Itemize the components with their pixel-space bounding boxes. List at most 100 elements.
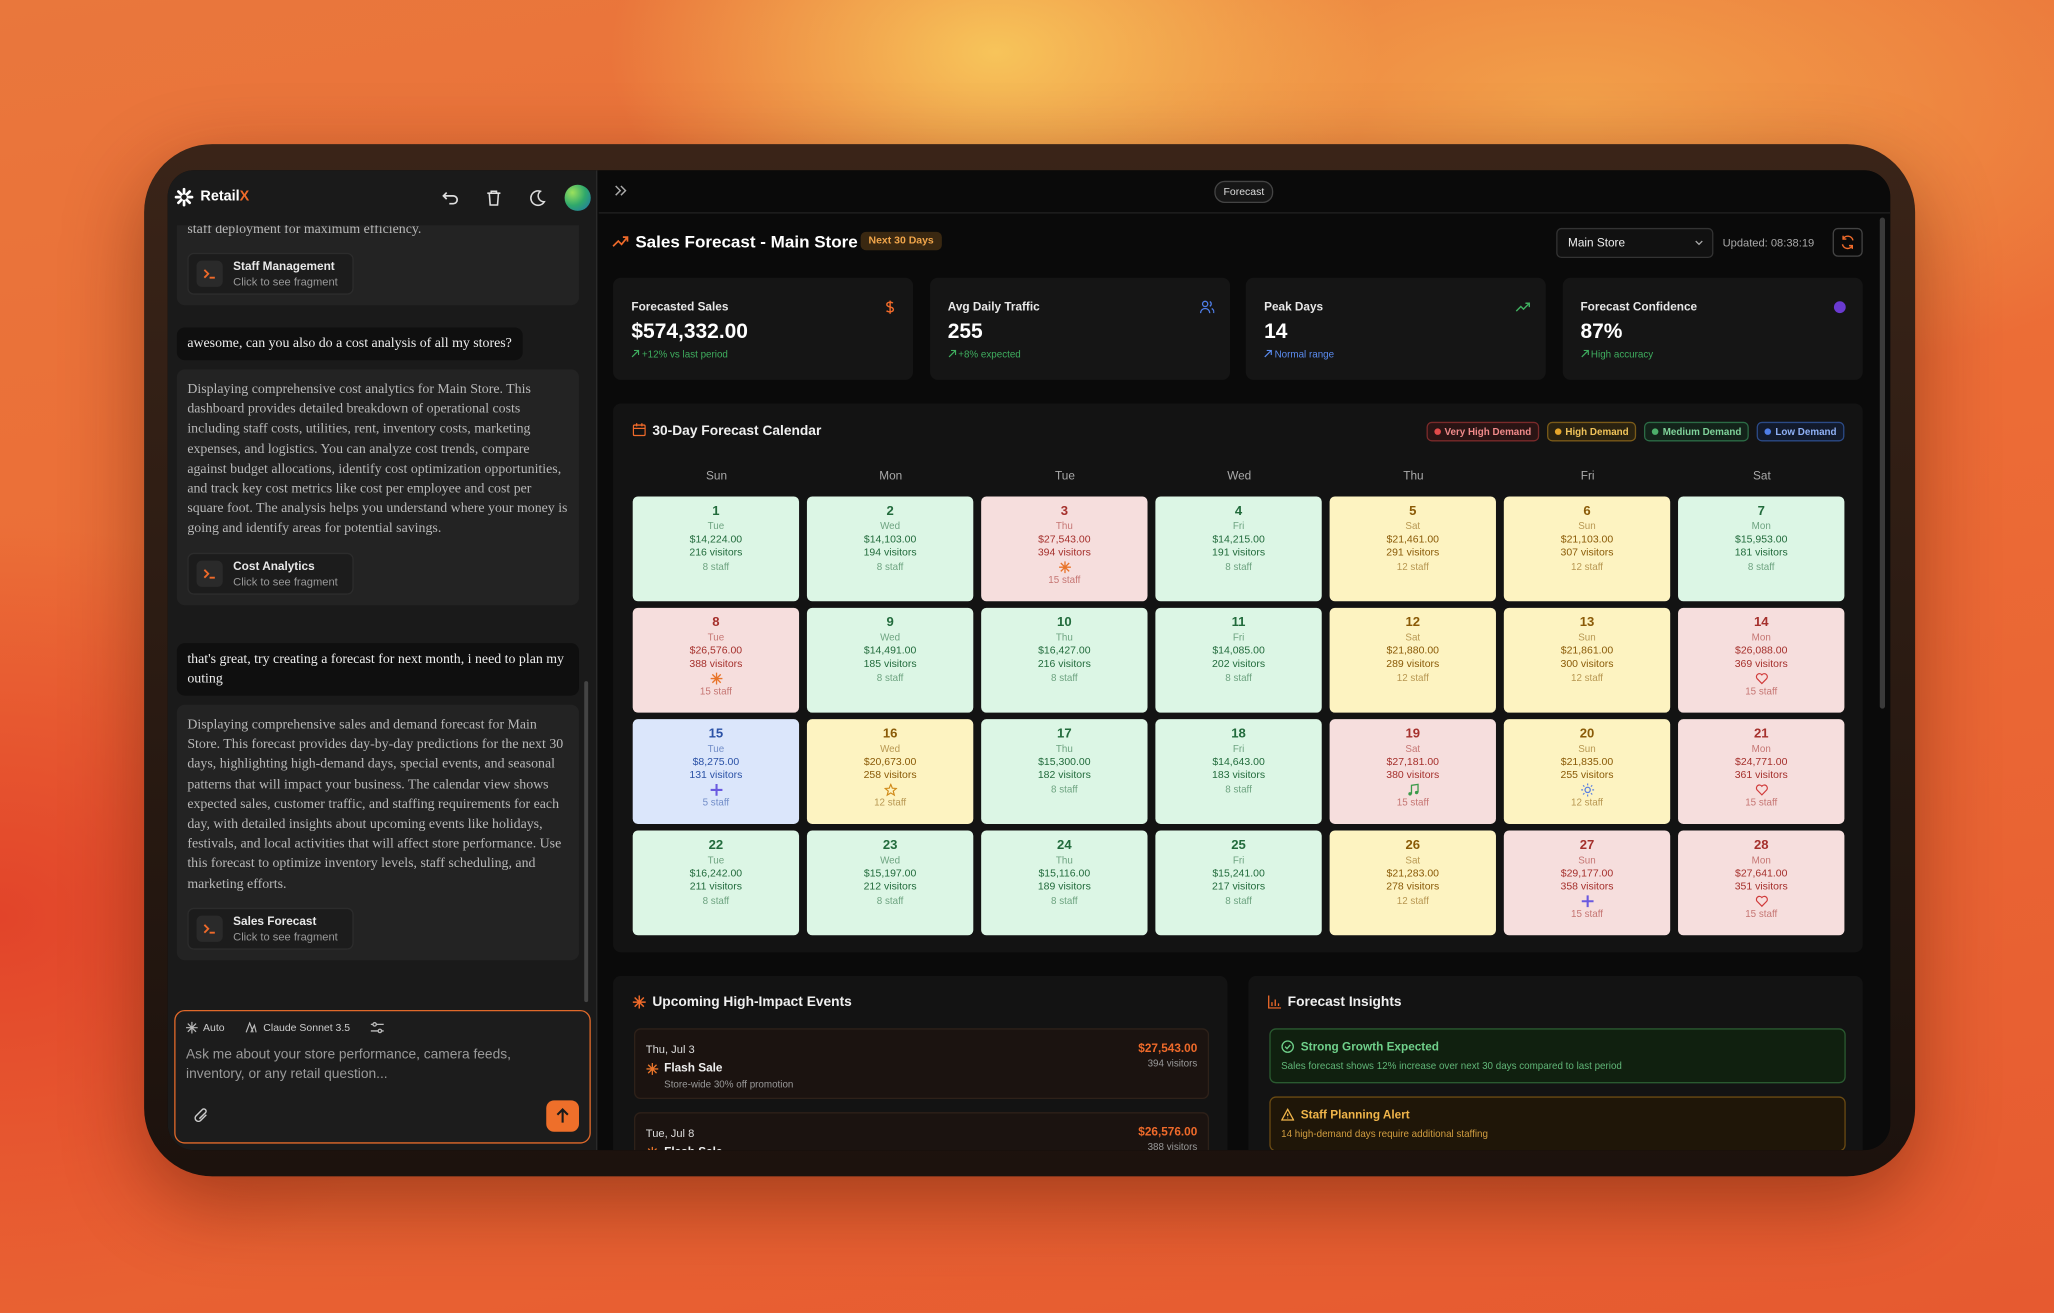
terminal-icon — [203, 269, 215, 279]
refresh-icon — [1841, 235, 1854, 250]
day-cell[interactable]: 12 Sat $21,880.00 289 visitors 12 staff — [1329, 607, 1496, 713]
weekday-header: Sun — [706, 468, 728, 483]
day-cell[interactable]: 25 Fri $15,241.00 217 visitors 8 staff — [1155, 830, 1322, 936]
expand-button[interactable] — [614, 185, 627, 197]
day-weekday: Fri — [1232, 520, 1245, 532]
day-cell[interactable]: 9 Wed $14,491.00 185 visitors 8 staff — [806, 607, 974, 713]
day-cell[interactable]: 21 Mon $24,771.00 361 visitors 15 staff — [1678, 719, 1845, 824]
event-icon-wrap — [633, 783, 799, 796]
brand-name: Retail — [200, 188, 240, 205]
day-cell[interactable]: 15 Tue $8,275.00 131 visitors 5 staff — [632, 719, 800, 824]
stat-value: 87% — [1580, 320, 1623, 344]
day-cell[interactable]: 16 Wed $20,673.00 258 visitors 12 staff — [806, 719, 974, 824]
day-visitors: 361 visitors — [1734, 769, 1788, 782]
day-visitors: 212 visitors — [863, 880, 917, 893]
day-cell[interactable]: 5 Sat $21,461.00 291 visitors 12 staff — [1329, 496, 1496, 602]
day-cell[interactable]: 17 Thu $15,300.00 182 visitors 8 staff — [981, 719, 1148, 824]
day-weekday: Thu — [1055, 854, 1073, 866]
day-staff: 8 staff — [876, 560, 904, 572]
event-sales: $27,543.00 — [1138, 1041, 1198, 1055]
undo-button[interactable] — [441, 189, 459, 207]
event-card[interactable]: Thu, Jul 3 Flash Sale Store-wide 30% off p… — [634, 1028, 1210, 1100]
event-icon-wrap — [1678, 671, 1844, 684]
day-visitors: 369 visitors — [1734, 658, 1788, 670]
fragment-card[interactable]: Cost Analytics Click to see fragment — [187, 552, 354, 595]
day-sales: $29,177.00 — [1560, 867, 1614, 880]
day-cell[interactable]: 26 Sat $21,283.00 278 visitors 12 staff — [1329, 830, 1496, 936]
store-name: Main Store — [1568, 235, 1626, 249]
event-visitors: 394 visitors — [1147, 1057, 1198, 1069]
stat-label: Peak Days — [1264, 299, 1324, 314]
legend-dot — [1554, 428, 1562, 435]
settings-icon[interactable] — [370, 1022, 384, 1034]
day-cell[interactable]: 20 Sun $21,835.00 255 visitors 12 staff — [1503, 719, 1671, 824]
day-cell[interactable]: 6 Sun $21,103.00 307 visitors 12 staff — [1503, 496, 1671, 602]
day-cell[interactable]: 10 Thu $16,427.00 216 visitors 8 staff — [981, 607, 1148, 713]
user-avatar[interactable] — [564, 184, 591, 211]
day-cell[interactable]: 22 Tue $16,242.00 211 visitors 8 staff — [632, 830, 800, 936]
day-cell[interactable]: 13 Sun $21,861.00 300 visitors 12 staff — [1503, 607, 1671, 713]
day-number: 26 — [1405, 838, 1421, 853]
insights-panel: Forecast Insights Strong Growth Expected… — [1248, 975, 1863, 1151]
tab[interactable]: Forecast — [1214, 180, 1274, 204]
refresh-button[interactable] — [1832, 227, 1863, 257]
day-cell[interactable]: 19 Sat $27,181.00 380 visitors 15 staff — [1329, 719, 1496, 824]
note-icon — [1580, 349, 1589, 358]
day-sales: $16,242.00 — [689, 867, 743, 880]
user-message: that's great, try creating a forecast fo… — [176, 643, 579, 697]
day-cell[interactable]: 24 Thu $15,116.00 189 visitors 8 staff — [981, 830, 1148, 936]
day-cell[interactable]: 28 Mon $27,641.00 351 visitors 15 staff — [1678, 830, 1845, 936]
day-staff: 8 staff — [1225, 671, 1252, 684]
day-cell[interactable]: 14 Mon $26,088.00 369 visitors 15 staff — [1678, 607, 1845, 713]
day-cell[interactable]: 27 Sun $29,177.00 358 visitors 15 staff — [1503, 830, 1671, 936]
event-name: Flash Sale — [664, 1061, 723, 1075]
fragment-card[interactable]: Sales Forecast Click to see fragment — [187, 907, 354, 950]
event-icon-wrap — [807, 782, 973, 796]
day-cell[interactable]: 18 Fri $14,643.00 183 visitors 8 staff — [1155, 719, 1322, 824]
weekday-header: Sat — [1753, 468, 1771, 483]
event-date: Thu, Jul 3 — [645, 1042, 695, 1056]
app-window: RetailX staff deployment for maximum eff… — [167, 170, 1891, 1151]
day-cell[interactable]: 8 Tue $26,576.00 388 visitors 15 staff — [632, 607, 800, 713]
chat-sidebar: RetailX staff deployment for maximum eff… — [167, 170, 598, 1151]
day-cell[interactable]: 4 Fri $14,215.00 191 visitors 8 staff — [1155, 496, 1322, 602]
model-selector[interactable]: Claude Sonnet 3.5 — [263, 1021, 351, 1034]
delete-button[interactable] — [485, 189, 503, 207]
calendar-panel: 30-Day Forecast Calendar Very High Deman… — [613, 403, 1863, 953]
day-number: 20 — [1579, 727, 1595, 742]
weekday-header: Thu — [1403, 468, 1424, 483]
prompt-input[interactable]: Ask me about your store performance, cam… — [186, 1046, 511, 1083]
day-weekday: Wed — [880, 742, 901, 755]
store-select[interactable]: Main Store — [1556, 227, 1714, 259]
fragment-icon — [196, 560, 223, 587]
legend-item: Very High Demand — [1426, 421, 1540, 442]
day-cell[interactable]: 23 Wed $15,197.00 212 visitors 8 staff — [806, 830, 974, 936]
stat-icon — [1833, 301, 1846, 314]
day-cell[interactable]: 11 Fri $14,085.00 202 visitors 8 staff — [1155, 607, 1322, 713]
fragment-card[interactable]: Staff Management Click to see fragment — [187, 253, 354, 296]
theme-toggle[interactable] — [528, 189, 546, 207]
day-visitors: 351 visitors — [1734, 880, 1788, 893]
day-number: 14 — [1753, 615, 1769, 631]
brand: RetailX — [200, 189, 249, 205]
day-cell[interactable]: 1 Tue $14,224.00 216 visitors 8 staff — [632, 496, 800, 602]
fragment-icon — [196, 260, 223, 288]
assistant-message: Displaying comprehensive sales and deman… — [176, 704, 579, 960]
day-visitors: 217 visitors — [1212, 880, 1266, 893]
day-weekday: Fri — [1232, 854, 1245, 866]
day-cell[interactable]: 7 Mon $15,953.00 181 visitors 8 staff — [1678, 496, 1845, 602]
attach-button[interactable] — [194, 1107, 210, 1124]
day-number: 11 — [1231, 615, 1246, 631]
day-cell[interactable]: 2 Wed $14,103.00 194 visitors 8 staff — [806, 496, 974, 602]
day-visitors: 278 visitors — [1386, 880, 1440, 893]
day-cell[interactable]: 3 Thu $27,543.00 394 visitors 15 staff — [981, 496, 1148, 602]
terminal-icon — [203, 568, 215, 579]
mode-selector[interactable]: Auto — [203, 1021, 225, 1034]
day-visitors: 300 visitors — [1560, 658, 1614, 670]
send-button[interactable] — [546, 1100, 579, 1132]
day-weekday: Fri — [1232, 742, 1245, 755]
day-weekday: Sun — [1578, 520, 1596, 532]
day-visitors: 189 visitors — [1037, 880, 1091, 893]
